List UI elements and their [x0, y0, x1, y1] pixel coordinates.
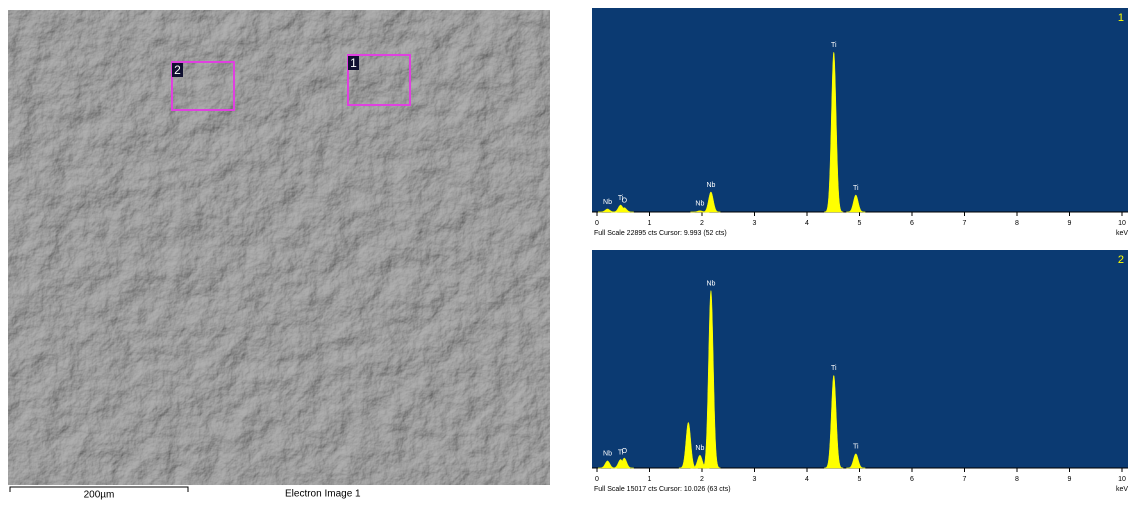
peak-label: Ti [831, 365, 837, 372]
spectrum-background [592, 250, 1128, 468]
figure: 2 1 200µm Electron Image 1 1012345678910… [0, 0, 1128, 501]
x-tick-label: 0 [595, 476, 599, 483]
peak-label: Ti [853, 185, 859, 192]
scale-bar-label: 200µm [84, 490, 115, 501]
peak-label: Nb [603, 451, 612, 458]
peak-label: Nb [695, 445, 704, 452]
peak-label: O [622, 197, 628, 204]
x-tick-label: 4 [805, 220, 809, 227]
panel-label: 2 [1118, 254, 1124, 266]
x-tick-label: 1 [648, 220, 652, 227]
x-tick-label: 7 [963, 220, 967, 227]
peak-label: Ti [853, 444, 859, 451]
peak-label: Ti [831, 42, 837, 49]
peak-label: Nb [706, 182, 715, 189]
x-tick-label: 10 [1118, 476, 1126, 483]
region-label: 2 [174, 63, 181, 77]
x-tick-label: 8 [1015, 476, 1019, 483]
peak-label: O [622, 448, 628, 455]
spectrum-footer: Full Scale 15017 cts Cursor: 10.026 (63 … [594, 486, 731, 493]
peak-label: Nb [603, 199, 612, 206]
x-tick-label: 8 [1015, 220, 1019, 227]
x-tick-label: 5 [858, 476, 862, 483]
x-tick-label: 6 [910, 476, 914, 483]
x-tick-label: 3 [753, 476, 757, 483]
x-tick-label: 5 [858, 220, 862, 227]
x-tick-label: 6 [910, 220, 914, 227]
panel-label: 1 [1118, 12, 1124, 24]
x-tick-label: 2 [700, 220, 704, 227]
x-tick-label: 0 [595, 220, 599, 227]
region-label: 1 [350, 56, 357, 70]
x-tick-label: 4 [805, 476, 809, 483]
x-tick-label: 7 [963, 476, 967, 483]
x-tick-label: 10 [1118, 220, 1126, 227]
image-caption: Electron Image 1 [285, 489, 361, 500]
peak-label: Nb [695, 201, 704, 208]
x-unit: keV [1116, 486, 1128, 493]
x-tick-label: 9 [1068, 476, 1072, 483]
spectrum-background [592, 8, 1128, 212]
x-unit: keV [1116, 230, 1128, 237]
x-tick-label: 2 [700, 476, 704, 483]
sem-image [8, 10, 550, 485]
x-tick-label: 9 [1068, 220, 1072, 227]
x-tick-label: 3 [753, 220, 757, 227]
x-tick-label: 1 [648, 476, 652, 483]
peak-label: Nb [706, 280, 715, 287]
spectrum-footer: Full Scale 22895 cts Cursor: 9.993 (52 c… [594, 230, 727, 237]
